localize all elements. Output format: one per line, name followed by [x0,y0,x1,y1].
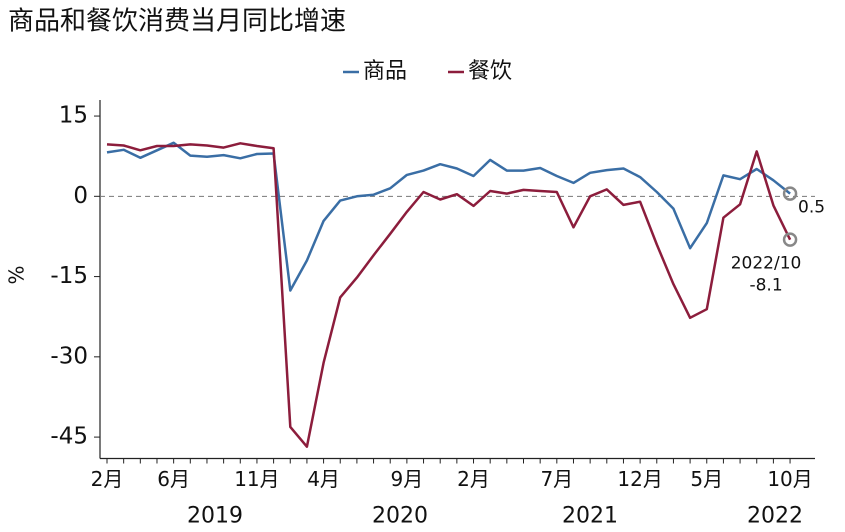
end-marker [782,232,798,247]
x-tick-label: 11月 [234,467,279,491]
x-tick-label: 10月 [767,467,812,491]
x-group-label: 2020 [372,504,428,529]
legend-label: 餐饮 [468,59,512,84]
x-tick-label: 2月 [91,467,124,491]
x-tick-label: 12月 [617,467,662,491]
x-tick-label: 2月 [457,467,490,491]
y-tick-label: -45 [50,424,88,450]
x-tick-label: 7月 [540,467,573,491]
x-tick-label: 6月 [157,467,190,491]
series-line [106,142,792,448]
y-tick-label: -30 [50,343,88,369]
x-group-label: 2021 [562,504,618,529]
y-tick-label: -15 [50,263,88,289]
series-line [106,141,791,292]
annotation: 0.5 [798,198,825,218]
x-tick-label: 4月 [307,467,340,491]
annotation: -8.1 [749,276,782,296]
end-marker [782,186,798,201]
x-tick-label: 5月 [690,467,723,491]
y-axis-label: % [5,265,29,284]
x-group-label: 2022 [747,504,803,529]
x-tick-label: 9月 [391,467,424,491]
y-tick-label: 15 [59,103,88,129]
chart-title: 商品和餐饮消费当月同比增速 [8,7,346,37]
annotation: 2022/10 [731,254,802,274]
x-group-label: 2019 [187,504,243,529]
y-tick-label: 0 [73,183,88,209]
legend-label: 商品 [363,59,407,84]
